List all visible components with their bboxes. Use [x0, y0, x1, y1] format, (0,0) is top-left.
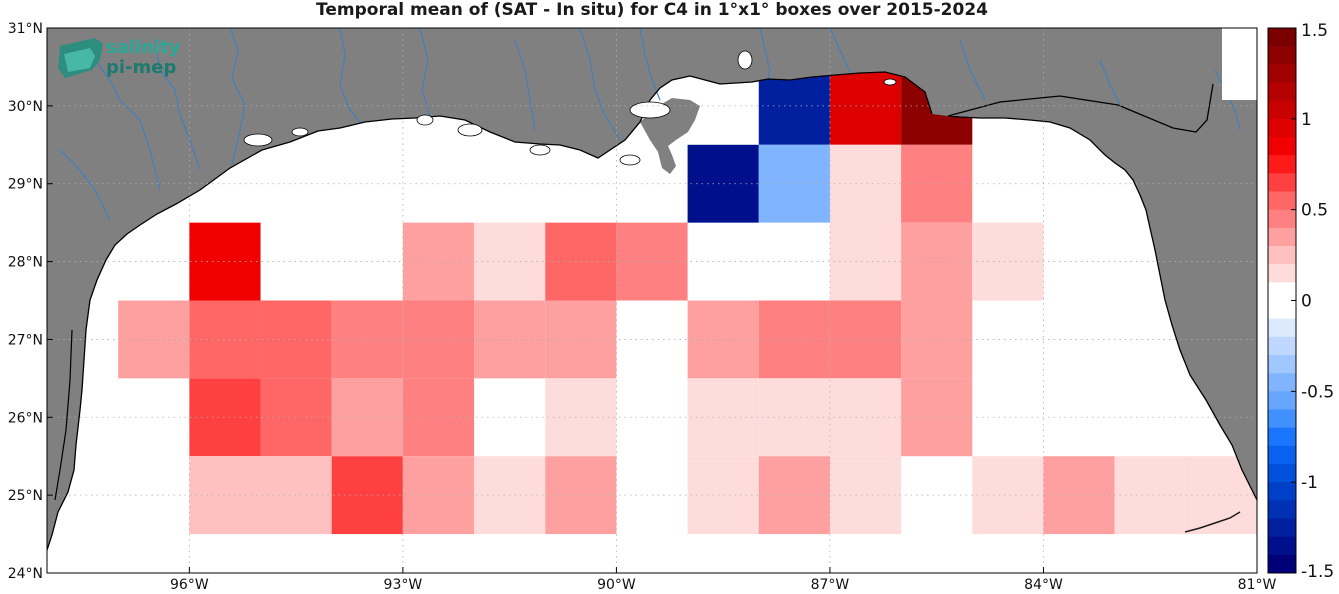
- y-tick-label: 26°N: [8, 410, 43, 426]
- y-tick-label: 24°N: [8, 566, 43, 582]
- x-tick-label: 93°W: [384, 577, 423, 593]
- colorbar-segment: [1268, 64, 1296, 83]
- colorbar-segment: [1268, 427, 1296, 447]
- data-box: [687, 300, 759, 379]
- colorbar-segment: [1268, 264, 1296, 283]
- data-box: [1043, 456, 1115, 535]
- colorbar-tick-label: 0.5: [1301, 201, 1328, 221]
- map-title: Temporal mean of (SAT - In situ) for C4 …: [316, 0, 988, 20]
- x-axis-ticks: 96°W 93°W 90°W 87°W 84°W 81°W: [170, 567, 1276, 593]
- y-tick-label: 27°N: [8, 332, 43, 348]
- colorbar-ticks: 1.5 1 0.5 0 -0.5 -1 -1.5: [1291, 21, 1334, 582]
- colorbar-segment: [1268, 554, 1296, 574]
- colorbar-segment: [1268, 300, 1296, 320]
- data-box: [189, 300, 261, 379]
- colorbar-tick-label: 1: [1301, 110, 1312, 130]
- data-box: [687, 144, 759, 223]
- colorbar-segment: [1268, 46, 1296, 65]
- colorbar-tick-label: 0: [1301, 292, 1312, 312]
- colorbar-segment: [1268, 355, 1296, 374]
- colorbar-segment: [1268, 445, 1296, 465]
- data-box: [260, 378, 332, 457]
- data-box: [687, 456, 759, 535]
- data-box: [758, 144, 830, 223]
- y-tick-label: 25°N: [8, 488, 43, 504]
- colorbar-segment: [1268, 373, 1296, 392]
- colorbar-tick-label: 1.5: [1301, 21, 1328, 41]
- colorbar-segment: [1268, 464, 1296, 483]
- colorbar-segment: [1268, 336, 1296, 356]
- colorbar-segment: [1268, 191, 1296, 211]
- colorbar-tick-label: -1: [1301, 473, 1318, 493]
- land-florida-keys: [1184, 511, 1241, 533]
- colorbar-segment: [1268, 318, 1296, 338]
- salinity-pi-mep-logo: [58, 38, 103, 78]
- data-box: [829, 378, 902, 457]
- data-box: [260, 300, 332, 379]
- colorbar-segment: [1268, 500, 1296, 519]
- y-tick-label: 31°N: [8, 21, 43, 37]
- y-tick-label: 28°N: [8, 255, 43, 271]
- data-box: [260, 456, 332, 535]
- data-box: [829, 300, 902, 379]
- colorbar-segment: [1268, 173, 1296, 192]
- colorbar-segment: [1268, 282, 1296, 301]
- colorbar-segment: [1268, 482, 1296, 501]
- logo-text-line2: pi-mep: [106, 57, 176, 78]
- data-box: [829, 144, 902, 223]
- colorbar-segment: [1268, 28, 1296, 47]
- grid-lines: [47, 28, 1257, 573]
- data-box: [189, 378, 261, 457]
- atlantic-edge: [1222, 28, 1257, 100]
- x-tick-label: 96°W: [170, 577, 209, 593]
- data-box: [758, 378, 830, 457]
- colorbar-segment: [1268, 100, 1296, 120]
- colorbar-segment: [1268, 155, 1296, 174]
- data-box: [118, 300, 190, 379]
- colorbar-segment: [1268, 137, 1296, 156]
- y-tick-label: 30°N: [8, 99, 43, 115]
- colorbar: [1268, 28, 1296, 574]
- y-axis-ticks: 24°N 25°N 26°N 27°N 28°N 29°N 30°N 31°N: [8, 21, 53, 582]
- barrier-islands: [54, 329, 73, 501]
- data-box: [758, 300, 830, 379]
- x-tick-label: 87°W: [811, 577, 850, 593]
- colorbar-tick-label: -1.5: [1301, 562, 1334, 582]
- colorbar-segment: [1268, 409, 1296, 429]
- data-box: [829, 222, 902, 301]
- colorbar-segment: [1268, 518, 1296, 538]
- x-tick-label: 90°W: [597, 577, 636, 593]
- colorbar-segment: [1268, 209, 1296, 229]
- x-tick-label: 81°W: [1238, 577, 1277, 593]
- colorbar-segment: [1268, 82, 1296, 102]
- data-box: [687, 378, 759, 457]
- plot-frame: [46, 27, 1258, 574]
- data-box: [1114, 456, 1186, 535]
- land-florida-peninsula: [948, 84, 1257, 500]
- colorbar-segment: [1268, 246, 1296, 265]
- colorbar-segment: [1268, 391, 1296, 410]
- logo-text-line1: salinity: [106, 37, 181, 58]
- colorbar-segment: [1268, 118, 1296, 138]
- data-box: [189, 222, 261, 301]
- colorbar-tick-label: -0.5: [1301, 382, 1334, 402]
- data-box: [829, 456, 902, 535]
- data-box: [758, 456, 830, 535]
- x-tick-label: 84°W: [1024, 577, 1063, 593]
- colorbar-segment: [1268, 227, 1296, 247]
- y-tick-label: 29°N: [8, 177, 43, 193]
- lakes: [243, 50, 897, 166]
- data-box: [189, 456, 261, 535]
- colorbar-segment: [1268, 536, 1296, 556]
